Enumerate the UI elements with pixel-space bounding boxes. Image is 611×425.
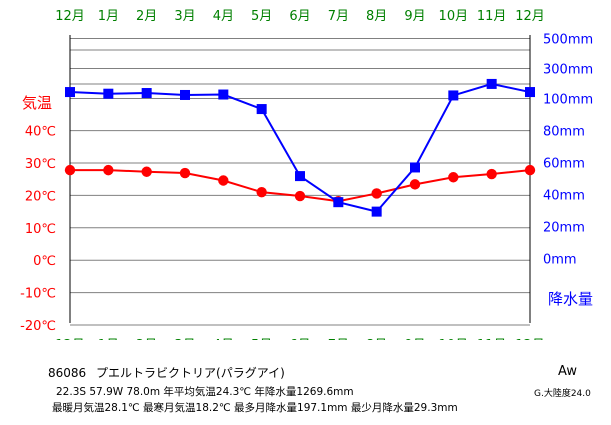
month-label-bottom: 6月: [289, 338, 310, 340]
month-label-top: 5月: [251, 9, 272, 24]
station-id: 86086: [48, 366, 87, 380]
climate-chart: 12月 12月 1月 1月 2月 2月 3月 3月 4月 4月 5月 5月 6月 6月 7月 7月 8月 8月 9月…: [20, 9, 593, 340]
temperature-point: [524, 164, 536, 176]
temp-tick-label: 10℃: [25, 222, 56, 237]
month-label-bottom: 11月: [477, 338, 507, 340]
temp-tick-label: 0℃: [33, 254, 56, 269]
month-label-top: 6月: [289, 9, 310, 24]
temp-tick-label: -20℃: [20, 319, 56, 334]
precipitation-point: [525, 87, 535, 98]
temperature-point: [409, 179, 421, 190]
month-label-bottom: 9月: [404, 338, 425, 340]
precip-tick-label: 60mm: [543, 157, 585, 172]
precipitation-point: [295, 171, 305, 182]
temp-tick-label: 40℃: [25, 125, 56, 140]
month-label-bottom: 5月: [251, 338, 272, 340]
month-label-bottom: 4月: [213, 338, 234, 340]
precipitation-point: [333, 197, 344, 208]
month-label-top: 12月: [515, 9, 545, 24]
temperature-point: [218, 175, 229, 186]
precip-tick-label: 80mm: [543, 125, 585, 140]
month-label-top: 4月: [213, 9, 234, 24]
precip-tick-label: 0mm: [543, 253, 577, 268]
temperature-point: [256, 186, 267, 198]
precipitation-point: [141, 88, 152, 99]
temp-tick-label: 30℃: [25, 157, 56, 172]
station-extremes: 最暖月気温28.1℃ 最寒月気温18.2℃ 最多月降水量197.1mm 最少月降…: [52, 402, 458, 414]
temperature-point: [64, 164, 76, 176]
month-label-bottom: 3月: [174, 338, 195, 340]
month-label-top: 1月: [98, 9, 119, 24]
precipitation-point: [448, 90, 459, 101]
continentality-index: G.大陸度24.0: [534, 389, 591, 399]
temp-tick-label: -10℃: [20, 287, 56, 302]
precipitation-point: [180, 89, 190, 100]
precip-tick-label: 500mm: [543, 33, 593, 48]
precipitation-point: [486, 78, 497, 89]
month-label-bottom: 12月: [515, 338, 545, 340]
station-details: 22.3S 57.9W 78.0m 年平均気温24.3℃ 年降水量1269.6m…: [56, 386, 354, 398]
month-label-bottom: 1月: [98, 338, 119, 340]
precipitation-point: [410, 162, 420, 173]
month-label-bottom: 12月: [55, 338, 85, 340]
month-label-bottom: 8月: [366, 338, 387, 340]
precip-tick-label: 100mm: [543, 93, 593, 108]
climate-code: Aw: [558, 364, 577, 379]
month-label-bottom: 7月: [328, 338, 349, 340]
temperature-point: [141, 166, 152, 177]
precip-tick-label: 40mm: [543, 189, 585, 204]
precip-tick-label: 300mm: [543, 63, 593, 78]
month-label-top: 7月: [328, 9, 349, 24]
precip-axis-title: 降水量: [548, 290, 593, 308]
temperature-point: [179, 167, 191, 179]
temp-axis-title: 気温: [22, 94, 52, 112]
month-label-top: 2月: [136, 9, 157, 24]
month-label-top: 11月: [477, 9, 507, 24]
month-label-top: 12月: [55, 9, 85, 24]
precipitation-point: [256, 104, 267, 115]
station-title: 86086 プエルトラビクトリア(パラグアイ): [48, 364, 285, 381]
precip-tick-label: 20mm: [543, 221, 585, 236]
month-label-bottom: 10月: [439, 338, 469, 340]
precipitation-point: [65, 87, 75, 98]
temperature-point: [371, 188, 382, 199]
temperature-point: [448, 172, 459, 183]
temperature-point: [486, 168, 497, 180]
station-name: プエルトラビクトリア(パラグアイ): [96, 366, 285, 380]
temperature-point: [103, 164, 114, 176]
month-label-top: 9月: [404, 9, 425, 24]
temperature-point: [294, 190, 306, 202]
month-label-top: 3月: [174, 9, 195, 24]
precipitation-point: [218, 89, 229, 100]
month-label-bottom: 2月: [136, 338, 157, 340]
temp-tick-label: 20℃: [25, 189, 56, 204]
precipitation-point: [103, 88, 114, 99]
month-label-top: 8月: [366, 9, 387, 24]
precipitation-point: [371, 206, 382, 217]
month-label-top: 10月: [439, 9, 469, 24]
